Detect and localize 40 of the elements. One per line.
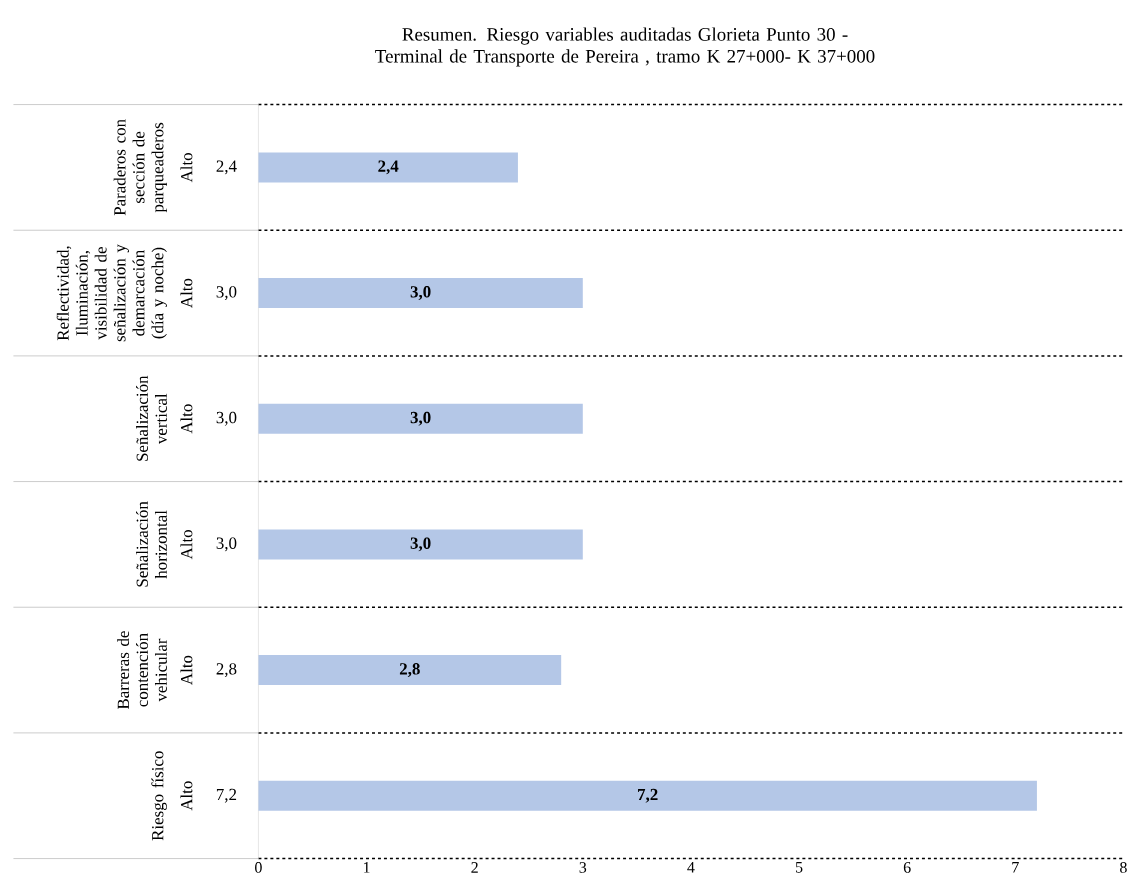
y-tick-label: Señalización vertical: [136, 375, 167, 461]
chart-title: Resumen. Riesgo variables auditadas Glorieta Punto 30 - Terminal de Transporte de Pereira , tramo K 27+000- K 37+000: [375, 27, 875, 67]
x-tick-label: 5: [795, 862, 803, 873]
data-label: 3,0: [216, 537, 237, 552]
bar: [258, 403, 583, 434]
y-tick-label: Riesgo físico: [151, 751, 167, 841]
y-tick-label: Señalización horizontal: [136, 501, 167, 587]
text: 3,0: [410, 537, 431, 552]
data-label: 3,0: [216, 411, 237, 426]
text: Alto: [180, 278, 193, 308]
x-tick-label: 0: [255, 862, 262, 873]
x-tick-label: 4: [687, 862, 695, 873]
data-label: 2,8: [216, 663, 237, 678]
text: Alto: [180, 655, 193, 685]
y-tick-label: Barreras de contención vehicular: [117, 631, 167, 710]
bar: [258, 780, 1037, 811]
text: 2,8: [399, 663, 420, 678]
x-tick-label: 8: [1120, 862, 1127, 873]
x-tick-label: 6: [903, 862, 911, 873]
bar: [258, 152, 518, 183]
text: Alto: [180, 781, 193, 811]
x-tick-label: 2: [471, 862, 478, 873]
text: 3,0: [410, 411, 431, 426]
text: 3,0: [410, 286, 431, 301]
x-tick-label: 3: [579, 862, 587, 873]
data-label: 3,0: [216, 286, 237, 301]
bar: [258, 655, 562, 686]
bar: [258, 278, 583, 309]
y-tick-label: Paraderos con sección de parqueaderos: [113, 119, 167, 216]
text: 2,4: [378, 160, 399, 175]
x-tick-label: 7: [1012, 862, 1019, 873]
data-label: 7,2: [216, 788, 237, 803]
text: Alto: [180, 529, 193, 560]
text: Alto: [180, 404, 193, 434]
text: Alto: [180, 152, 193, 183]
bar: [258, 529, 583, 560]
text: 7,2: [638, 788, 658, 803]
y-tick-label: Reflectividad, Iluminación, visibilidad de señalización y demarcación (día y noche): [56, 244, 167, 342]
x-tick-label: 1: [363, 862, 370, 873]
data-label: 2,4: [216, 160, 237, 175]
